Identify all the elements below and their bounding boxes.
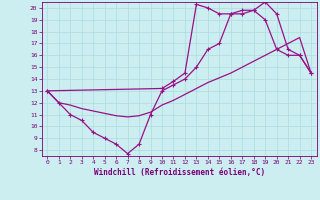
X-axis label: Windchill (Refroidissement éolien,°C): Windchill (Refroidissement éolien,°C) bbox=[94, 168, 265, 177]
